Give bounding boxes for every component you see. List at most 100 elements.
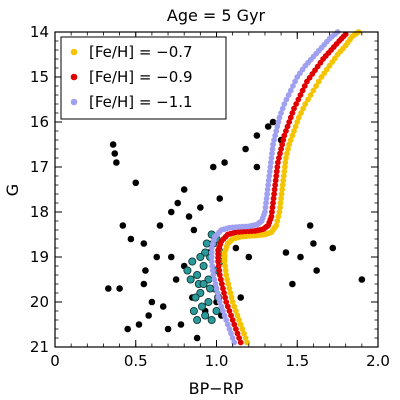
cluster-member-point [186, 275, 195, 284]
field-star-point [358, 276, 366, 283]
isochrone-point [270, 141, 276, 148]
field-star-point [116, 285, 123, 292]
isochrone-point [282, 159, 289, 166]
isochrone-point [307, 92, 314, 98]
isochrone-point [298, 110, 304, 116]
legend-box [60, 36, 227, 120]
cluster-member-point [193, 270, 202, 279]
field-star-point [104, 285, 112, 292]
isochrone-point [276, 114, 283, 121]
isochrone-point [279, 182, 286, 188]
isochrone-point [218, 303, 225, 310]
isochrone-point [215, 294, 222, 301]
isochrone-point [223, 317, 230, 323]
isochrone-point [275, 213, 282, 220]
field-star-point [135, 321, 143, 328]
field-star-point [109, 141, 117, 148]
y-tick-label: 20 [30, 293, 49, 311]
field-star-point [193, 334, 201, 342]
field-star-point [282, 249, 290, 256]
field-star-point [156, 222, 164, 229]
isochrone-point [262, 204, 269, 211]
isochrone-point [278, 110, 284, 116]
field-star-point [269, 118, 277, 126]
cluster-member-point [212, 306, 221, 315]
legend-label: [Fe/H] = −0.7 [89, 43, 193, 61]
isochrone-point [279, 186, 286, 193]
isochrone-point [223, 272, 230, 278]
field-star-point [306, 222, 314, 229]
cluster-member-point [197, 302, 206, 311]
isochrone-point [269, 209, 275, 215]
field-star-point [111, 150, 119, 157]
isochrone-point [274, 159, 281, 166]
field-star-point [164, 325, 172, 333]
isochrone-point [287, 137, 294, 143]
isochrone-point [231, 303, 238, 310]
isochrone-point [280, 173, 287, 179]
field-star-point [148, 298, 156, 306]
isochrone-point [297, 92, 304, 98]
isochrone-point [266, 173, 273, 179]
isochrone-point [279, 141, 286, 148]
isochrone-point [212, 281, 219, 287]
isochrone-point [274, 164, 281, 170]
field-star-point [242, 145, 249, 153]
y-tick-label: 19 [30, 248, 49, 266]
isochrone-point [281, 101, 288, 107]
field-star-point [209, 163, 217, 171]
isochrone-point [237, 339, 244, 346]
isochrone-point [228, 330, 234, 337]
isochrone-point [211, 276, 218, 283]
field-star-point [174, 199, 182, 207]
isochrone-point [271, 191, 278, 197]
legend: [Fe/H] = −0.7 [Fe/H] = −0.9 [Fe/H] = −1.1 [60, 36, 227, 120]
isochrone-point [273, 128, 280, 134]
isochrone-point [315, 78, 322, 85]
isochrone-point [295, 96, 302, 103]
isochrone-point [269, 150, 275, 157]
isochrone-point [236, 335, 243, 341]
isochrone-point [269, 146, 276, 152]
isochrone-point [214, 290, 221, 296]
field-star-point [132, 179, 140, 187]
cluster-member-point [196, 252, 205, 261]
field-star-point [124, 325, 131, 333]
isochrone-point [209, 263, 216, 269]
legend-marker [70, 48, 78, 56]
isochrone-point [301, 83, 308, 89]
isochrone-point [270, 200, 276, 206]
isochrone-point [284, 150, 290, 157]
isochrone-point [225, 281, 232, 287]
isochrone-point [222, 263, 229, 269]
field-star-point [245, 253, 253, 261]
cluster-members-layer [183, 230, 226, 324]
isochrone-point [220, 308, 226, 314]
isochrone-point [268, 155, 275, 161]
isochrone-point [264, 191, 271, 197]
isochrone-point [224, 303, 231, 310]
cluster-member-point [201, 311, 210, 320]
field-star-point [185, 213, 193, 220]
field-star-point [167, 208, 175, 216]
isochrone-point [287, 114, 294, 121]
field-stars-layer [104, 118, 366, 342]
isochrone-point [220, 285, 226, 292]
cluster-member-point [193, 315, 202, 324]
isochrone-point [224, 321, 231, 328]
isochrone-point [269, 204, 276, 211]
isochrone-point [221, 290, 227, 296]
isochrone-point [208, 258, 215, 265]
isochrone-point [273, 222, 280, 229]
isochrone-point [284, 123, 291, 130]
cluster-member-point [199, 279, 208, 288]
x-tick-label: 1.5 [285, 352, 309, 370]
field-star-point [329, 244, 337, 252]
legend-label: [Fe/H] = −0.9 [89, 68, 193, 86]
isochrone-point [272, 182, 279, 188]
isochrone-point [213, 285, 220, 292]
y-tick-label: 17 [30, 158, 49, 176]
y-tick-label: 16 [30, 113, 49, 131]
isochrone-point [267, 159, 274, 166]
isochrone-point [237, 321, 244, 328]
